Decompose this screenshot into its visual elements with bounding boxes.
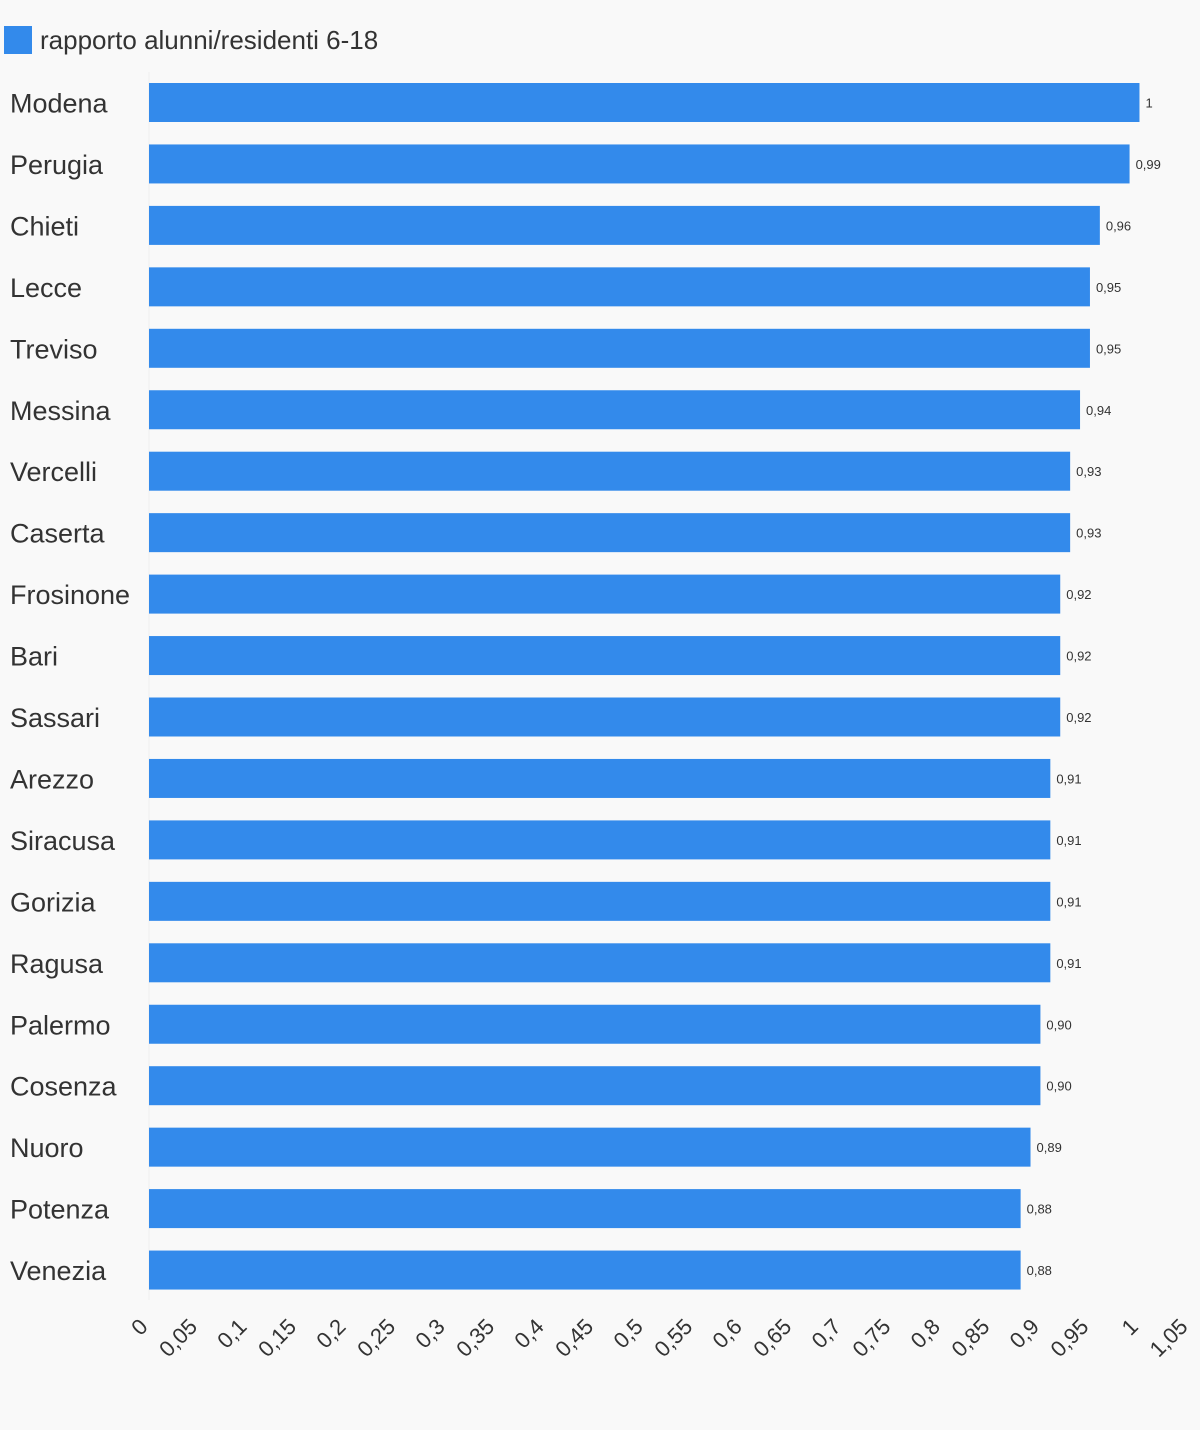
- x-tick-label: 0,3: [410, 1314, 449, 1353]
- bar: [149, 574, 1061, 614]
- bar: [149, 328, 1090, 368]
- x-tick-label: 0: [126, 1314, 152, 1340]
- category-label: Treviso: [10, 334, 98, 364]
- bar: [149, 636, 1061, 676]
- data-label: 0,90: [1046, 1017, 1071, 1032]
- bar: [149, 881, 1051, 921]
- bar: [149, 697, 1061, 737]
- bar: [149, 390, 1081, 430]
- x-tick-label: 0,05: [154, 1314, 202, 1362]
- category-label: Gorizia: [10, 887, 97, 917]
- bar: [149, 83, 1140, 122]
- category-label: Modena: [10, 89, 109, 119]
- legend-swatch: [4, 26, 32, 54]
- category-label: Frosinone: [10, 580, 130, 610]
- data-label: 0,94: [1086, 403, 1111, 418]
- data-label: 1: [1145, 96, 1152, 111]
- category-label: Sassari: [10, 703, 100, 733]
- data-label: 0,88: [1027, 1263, 1052, 1278]
- category-label: Lecce: [10, 273, 82, 303]
- bar: [149, 758, 1051, 798]
- data-label: 0,88: [1027, 1202, 1052, 1217]
- data-label: 0,95: [1096, 341, 1121, 356]
- bar: [149, 513, 1071, 553]
- data-label: 0,89: [1037, 1140, 1062, 1155]
- x-tick-label: 0,6: [708, 1314, 747, 1353]
- category-label: Palermo: [10, 1010, 111, 1040]
- data-label: 0,91: [1056, 956, 1081, 971]
- bar: [149, 943, 1051, 983]
- category-label: Chieti: [10, 211, 79, 241]
- data-label: 0,91: [1056, 894, 1081, 909]
- category-label: Nuoro: [10, 1133, 84, 1163]
- x-tick-label: 0,9: [1005, 1314, 1044, 1353]
- category-label: Arezzo: [10, 764, 94, 794]
- category-label: Cosenza: [10, 1072, 118, 1102]
- x-tick-label: 0,95: [1046, 1314, 1094, 1362]
- bar: [149, 1004, 1041, 1044]
- category-label: Ragusa: [10, 949, 104, 979]
- x-tick-label: 0,35: [451, 1314, 499, 1362]
- data-label: 0,92: [1066, 587, 1091, 602]
- category-label: Siracusa: [10, 826, 116, 856]
- category-label: Messina: [10, 396, 112, 426]
- bar: [149, 205, 1100, 245]
- x-tick-label: 0,2: [311, 1314, 350, 1353]
- bar: [149, 820, 1051, 860]
- bar: [149, 1066, 1041, 1106]
- x-tick-label: 0,85: [946, 1314, 994, 1362]
- x-tick-label: 0,45: [550, 1314, 598, 1362]
- bar: [149, 451, 1071, 491]
- legend-label: rapporto alunni/residenti 6-18: [40, 24, 379, 55]
- x-tick-label: 0,5: [608, 1314, 647, 1353]
- x-tick-label: 0,65: [748, 1314, 796, 1362]
- x-tick-label: 0,15: [253, 1314, 301, 1362]
- category-label: Bari: [10, 642, 58, 672]
- x-tick-label: 1,05: [1145, 1314, 1193, 1362]
- x-tick-label: 1: [1117, 1314, 1143, 1340]
- x-tick-label: 0,1: [212, 1314, 251, 1353]
- data-label: 0,96: [1106, 218, 1131, 233]
- x-tick-label: 0,75: [847, 1314, 895, 1362]
- category-label: Venezia: [10, 1256, 107, 1286]
- data-label: 0,93: [1076, 464, 1101, 479]
- x-tick-label: 0,8: [906, 1314, 945, 1353]
- x-tick-label: 0,4: [509, 1314, 548, 1353]
- bar: [149, 1250, 1021, 1290]
- category-label: Caserta: [10, 519, 106, 549]
- data-label: 0,99: [1136, 157, 1161, 172]
- data-label: 0,95: [1096, 280, 1121, 295]
- legend: rapporto alunni/residenti 6-18: [4, 24, 378, 56]
- bar: [149, 1127, 1031, 1167]
- bar: [149, 1189, 1021, 1229]
- category-label: Vercelli: [10, 457, 97, 487]
- x-tick-label: 0,7: [807, 1314, 846, 1353]
- category-label: Perugia: [10, 150, 104, 180]
- data-label: 0,92: [1066, 710, 1091, 725]
- data-label: 0,92: [1066, 649, 1091, 664]
- bar: [149, 267, 1090, 307]
- x-tick-label: 0,55: [649, 1314, 697, 1362]
- data-label: 0,91: [1056, 771, 1081, 786]
- data-label: 0,90: [1046, 1079, 1071, 1094]
- category-label: Potenza: [10, 1195, 110, 1225]
- bar: [149, 144, 1130, 184]
- data-label: 0,91: [1056, 833, 1081, 848]
- x-tick-label: 0,25: [352, 1314, 400, 1362]
- data-label: 0,93: [1076, 526, 1101, 541]
